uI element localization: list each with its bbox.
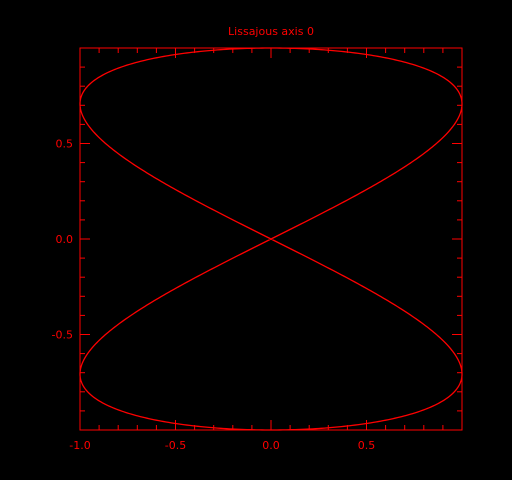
x-tick-label: 0.5 (358, 439, 376, 452)
x-tick-label: -0.5 (165, 439, 186, 452)
x-tick-label: 0.0 (262, 439, 280, 452)
x-tick-label: -1.0 (69, 439, 90, 452)
y-tick-label: 0.5 (56, 138, 74, 151)
chart-title: Lissajous axis 0 (228, 25, 314, 38)
y-tick-label: 0.0 (56, 233, 74, 246)
major-ticks (79, 48, 462, 430)
lissajous-curve (79, 47, 463, 431)
y-axis-tick-labels: -0.5 0.0 0.5 (52, 138, 73, 342)
x-axis-tick-labels: -1.0 -0.5 0.0 0.5 (69, 439, 375, 452)
y-tick-label: -0.5 (52, 329, 73, 342)
